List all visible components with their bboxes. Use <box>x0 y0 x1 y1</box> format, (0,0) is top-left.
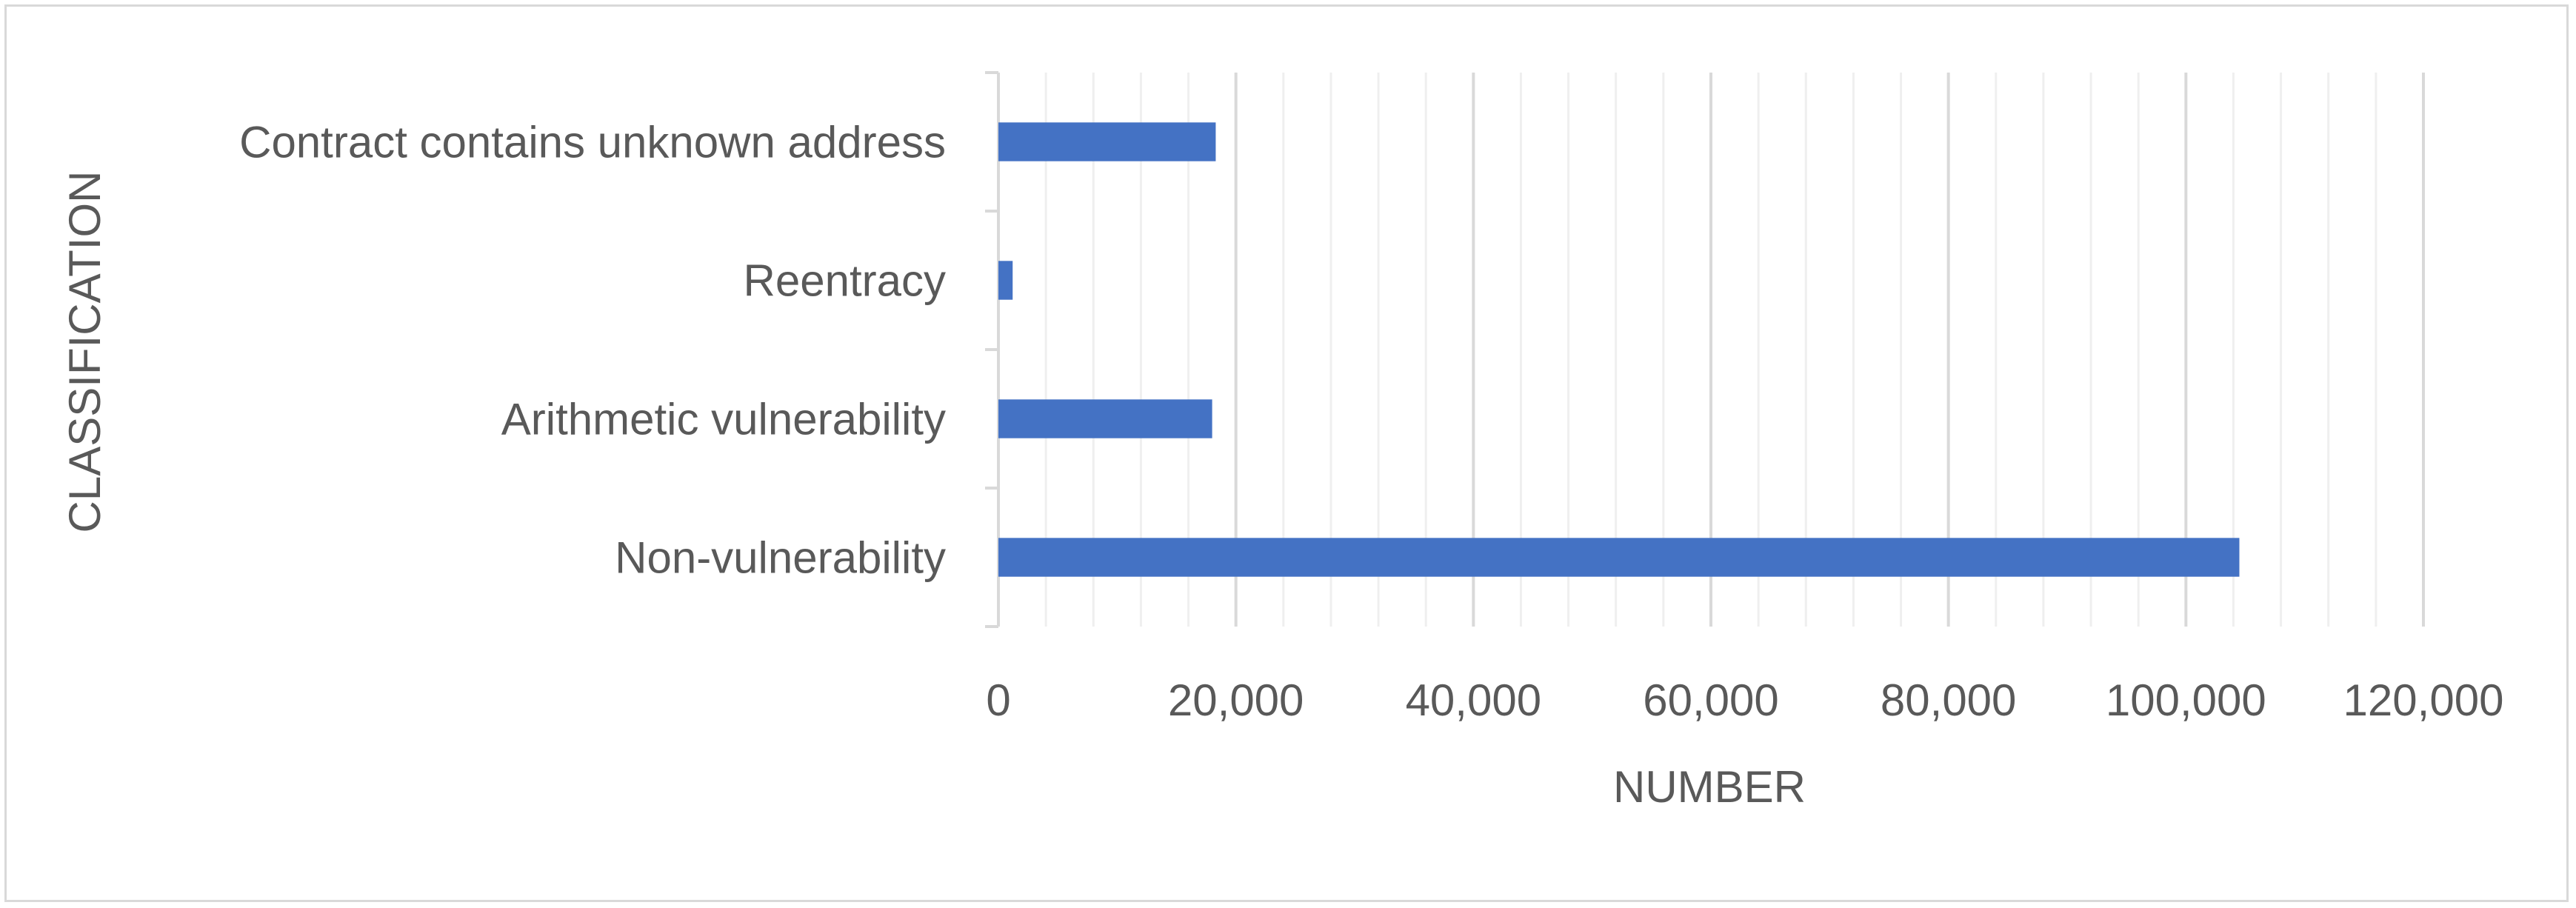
category-label: Reentracy <box>744 256 946 306</box>
x-tick-label: 20,000 <box>1168 675 1304 725</box>
x-tick-label: 60,000 <box>1643 675 1779 725</box>
x-tick-labels: 0 20,000 40,000 60,000 80,000 100,000 120,000 <box>986 675 2503 725</box>
category-labels: Non-vulnerability Arithmetic vulnerabilit… <box>239 118 946 583</box>
bar <box>998 261 1013 300</box>
bar <box>998 399 1212 438</box>
chart-frame <box>4 4 2569 902</box>
x-tick-label: 0 <box>986 675 1010 725</box>
category-label: Contract contains unknown address <box>239 118 946 167</box>
category-label: Non-vulnerability <box>615 533 946 583</box>
category-axis <box>985 71 1000 628</box>
bar <box>998 538 2240 577</box>
y-axis-title: CLASSIFICATION <box>60 171 110 533</box>
x-axis-title: NUMBER <box>1613 762 1806 812</box>
grid-lines <box>1044 73 2425 627</box>
x-tick-label: 120,000 <box>2343 675 2504 725</box>
x-tick-label: 100,000 <box>2106 675 2266 725</box>
x-tick-label: 40,000 <box>1406 675 1542 725</box>
bars <box>998 122 2240 577</box>
bar <box>998 122 1216 161</box>
x-tick-label: 80,000 <box>1881 675 2017 725</box>
category-label: Arithmetic vulnerability <box>501 395 946 444</box>
